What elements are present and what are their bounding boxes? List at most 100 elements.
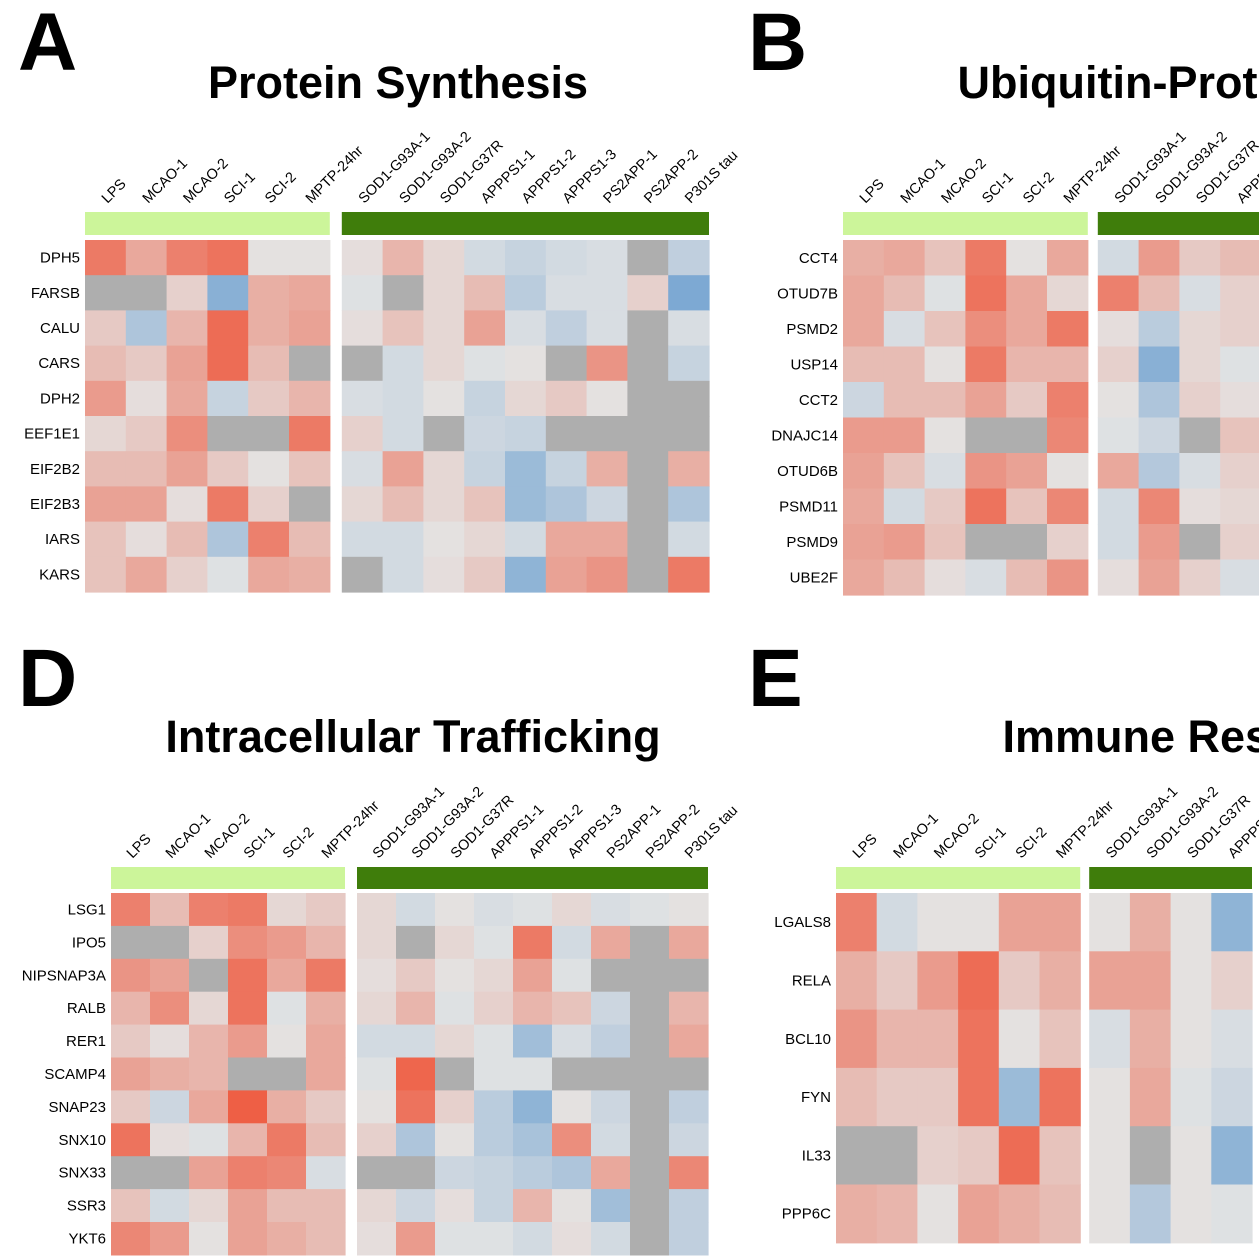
heatmap-cell	[248, 416, 290, 452]
heatmap-cell	[435, 958, 475, 993]
heatmap-cell	[505, 486, 547, 523]
heatmap-cell	[513, 958, 553, 993]
heatmap-cell	[1006, 382, 1048, 419]
heatmap-cell	[1170, 1067, 1212, 1127]
heatmap-cell	[1047, 275, 1089, 312]
heatmap-cell	[189, 991, 229, 1026]
heatmap-cell	[1211, 1184, 1253, 1244]
column-label: SOD1-G93A-1	[356, 129, 434, 207]
heatmap-cell	[85, 451, 127, 487]
heatmap-cell	[1097, 275, 1140, 312]
column-label: SCI-2	[262, 169, 300, 207]
heatmap-cell	[267, 1090, 307, 1124]
heatmap-cell	[189, 1090, 229, 1124]
heatmap-cell	[166, 380, 208, 417]
heatmap-cell	[125, 240, 168, 276]
row-label: LGALS8	[774, 914, 831, 931]
row-label: DPH5	[40, 250, 80, 267]
heatmap-cell	[924, 240, 966, 277]
heatmap-cell	[248, 310, 290, 347]
heatmap-cell	[630, 1156, 670, 1190]
heatmap-cell	[228, 1123, 268, 1157]
heatmap-cell	[924, 417, 966, 454]
row-label: OTUD7B	[777, 285, 838, 302]
row-label: USP14	[790, 356, 838, 373]
heatmap-cell	[836, 1067, 878, 1127]
heatmap-cell	[917, 893, 959, 952]
heatmap-cell	[248, 345, 290, 382]
heatmap-cell	[125, 521, 168, 558]
row-label: KARS	[39, 566, 80, 583]
heatmap-cell	[289, 486, 331, 523]
heatmap-cell	[1179, 275, 1221, 312]
heatmap-cell	[248, 240, 290, 276]
heatmap-cell	[1047, 524, 1089, 561]
row-label: CALU	[40, 320, 80, 337]
heatmap-cell	[505, 451, 547, 487]
panel-letter: A	[18, 0, 77, 88]
heatmap-cell	[111, 1189, 151, 1223]
heatmap-cell	[474, 1057, 514, 1091]
heatmap-cell	[1006, 559, 1048, 596]
heatmap-cell	[924, 346, 966, 383]
heatmap-cell	[552, 991, 592, 1026]
heatmap-cell	[267, 1024, 307, 1059]
heatmap-cell	[1129, 1009, 1172, 1069]
heatmap-cell	[958, 951, 1000, 1011]
heatmap-cell	[111, 1057, 151, 1091]
heatmap-cell	[1006, 417, 1048, 454]
heatmap-cell	[924, 311, 966, 348]
row-label: SCAMP4	[44, 1066, 106, 1083]
heatmap-cell	[1170, 893, 1212, 952]
heatmap-cell	[1220, 275, 1259, 312]
heatmap-cell	[669, 991, 709, 1026]
heatmap-cell	[836, 1126, 878, 1186]
heatmap-cell	[843, 346, 885, 383]
heatmap-cell	[306, 1123, 346, 1157]
heatmap-cell	[423, 416, 465, 452]
heatmap-cell	[474, 1123, 514, 1157]
heatmap-cell	[513, 1123, 553, 1157]
heatmap-cell	[513, 1156, 553, 1190]
heatmap-cell	[1129, 1067, 1172, 1127]
heatmap-cell	[396, 1189, 436, 1223]
heatmap-cell	[474, 893, 514, 927]
heatmap-cell	[627, 240, 669, 276]
heatmap-cell	[630, 893, 670, 927]
heatmap-cell	[668, 240, 710, 276]
heatmap-cell	[924, 382, 966, 419]
heatmap-cell	[958, 1184, 1000, 1244]
heatmap-cell	[435, 1222, 475, 1256]
heatmap-cell	[382, 275, 424, 311]
heatmap-cell	[1179, 417, 1221, 454]
row-label: PSMD9	[786, 534, 838, 551]
heatmap-cell	[998, 1067, 1041, 1127]
heatmap-cell	[668, 451, 710, 487]
heatmap-cell	[917, 1126, 959, 1186]
heatmap-cell	[341, 240, 384, 276]
heatmap-cell	[306, 1024, 346, 1059]
heatmap-cell	[125, 310, 168, 347]
group-band-b	[1097, 212, 1259, 235]
heatmap-cell	[267, 1123, 307, 1157]
heatmap-cell	[917, 951, 959, 1011]
heatmap-cell	[998, 1009, 1041, 1069]
heatmap-cell	[545, 380, 588, 417]
heatmap-cell	[357, 958, 397, 993]
heatmap-cell	[289, 451, 331, 487]
heatmap-cell	[1170, 1009, 1212, 1069]
row-label: RALB	[67, 1000, 106, 1017]
heatmap-cell	[586, 416, 628, 452]
heatmap-cell	[464, 556, 506, 593]
heatmap-cell	[958, 1009, 1000, 1069]
heatmap-cell	[228, 893, 268, 927]
panel-title: Immune Resp	[1002, 711, 1259, 762]
heatmap-cell	[668, 345, 710, 382]
heatmap-cell	[207, 275, 249, 311]
heatmap-cell	[382, 240, 424, 276]
column-label: SCI-1	[972, 824, 1010, 862]
heatmap-cell	[998, 1126, 1041, 1186]
heatmap-cell	[150, 1057, 190, 1091]
heatmap-cell	[125, 416, 168, 452]
